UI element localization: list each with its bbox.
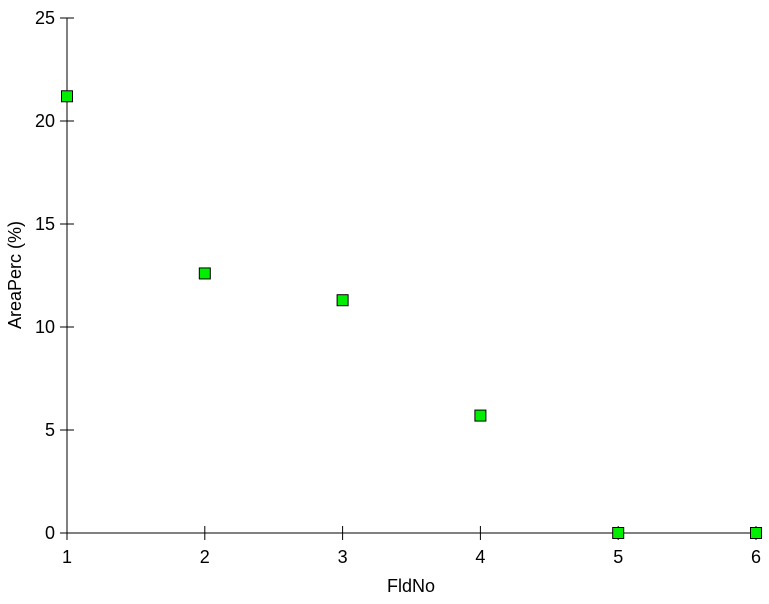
- data-point: [336, 294, 349, 307]
- x-tick-label: 3: [338, 547, 348, 567]
- y-tick-label: 10: [35, 317, 55, 337]
- y-tick-label: 15: [35, 214, 55, 234]
- x-tick-label: 6: [751, 547, 761, 567]
- data-point: [750, 527, 762, 539]
- data-point: [198, 267, 211, 280]
- y-tick-label: 0: [45, 523, 55, 543]
- y-axis-label: AreaPerc (%): [5, 221, 25, 329]
- x-tick-label: 5: [613, 547, 623, 567]
- x-axis-label: FldNo: [387, 576, 435, 596]
- x-tick-label: 2: [200, 547, 210, 567]
- y-tick-label: 20: [35, 111, 55, 131]
- x-tick-label: 4: [475, 547, 485, 567]
- data-point: [474, 409, 487, 422]
- y-tick-label: 25: [35, 8, 55, 28]
- y-tick-label: 5: [45, 420, 55, 440]
- data-point: [612, 527, 625, 539]
- x-tick-label: 1: [62, 547, 72, 567]
- data-point: [61, 90, 73, 103]
